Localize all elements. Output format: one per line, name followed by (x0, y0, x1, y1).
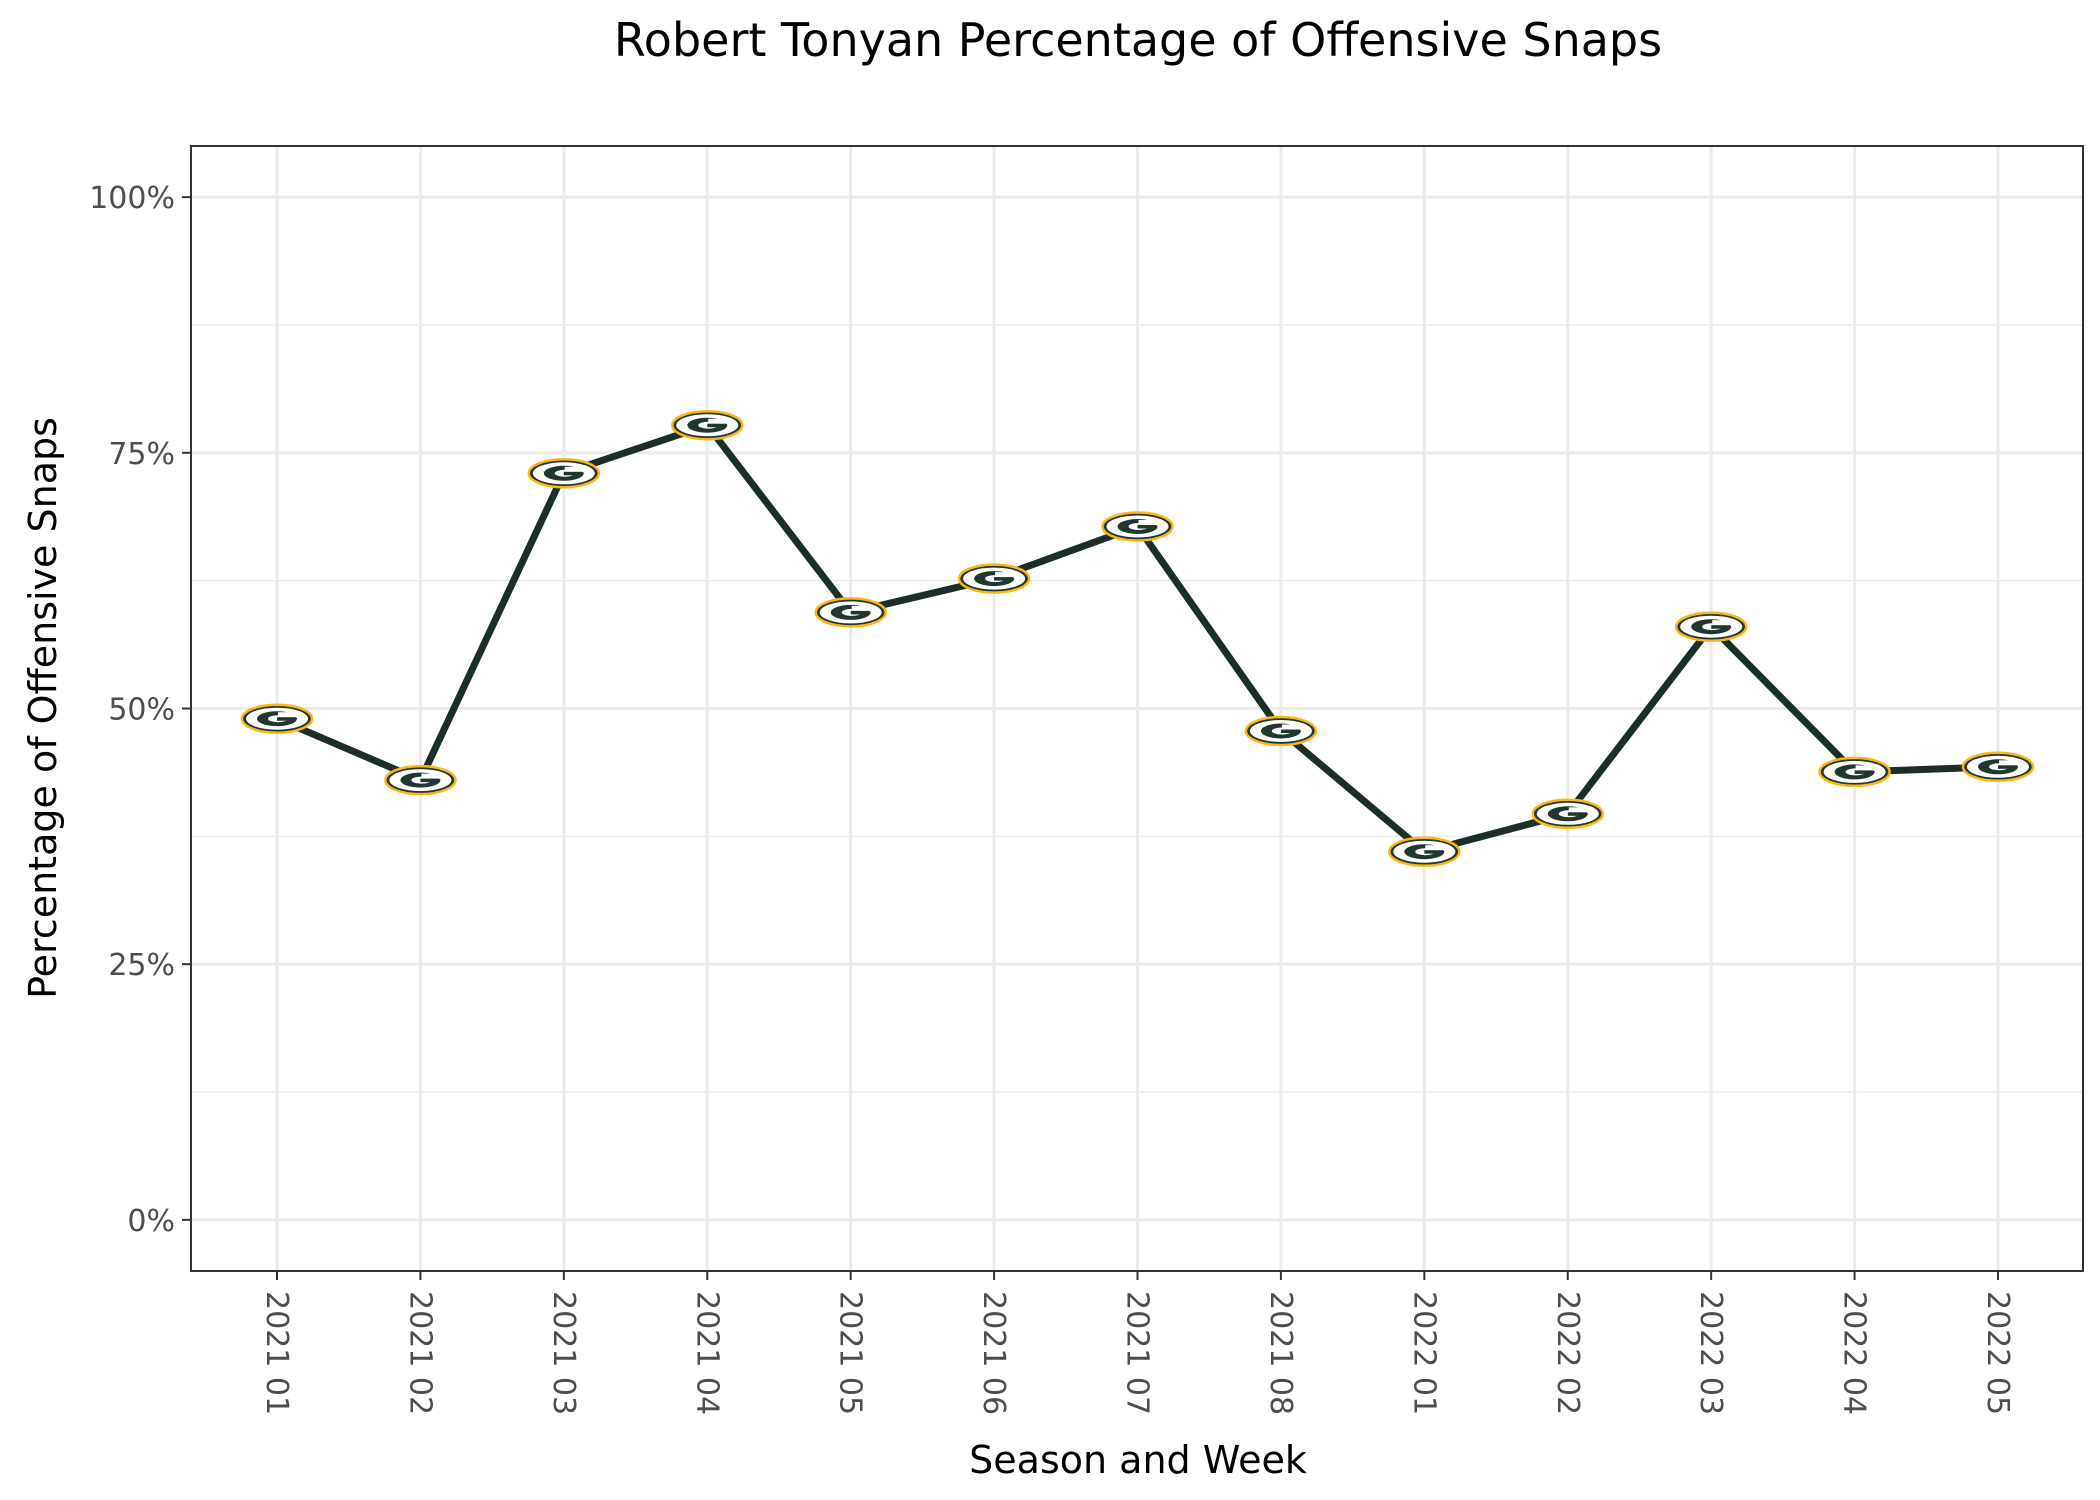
x-axis-title: Season and Week (969, 1438, 1307, 1482)
x-tick-label: 2021 03 (546, 1291, 581, 1415)
x-tick-label: 2021 08 (1263, 1291, 1298, 1415)
x-tick-label: 2021 01 (259, 1291, 294, 1415)
team-logo-icon (1818, 756, 1891, 788)
x-axis: 2021 01 2021 02 2021 03 2021 04 2021 05 2021 … (259, 1271, 2015, 1415)
x-tick-label: 2022 03 (1693, 1291, 1728, 1415)
y-tick-label: 75% (108, 437, 175, 472)
team-logo-icon (1388, 836, 1461, 867)
team-logo-icon (1961, 751, 2035, 783)
team-logo-icon (671, 409, 744, 441)
x-tick-label: 2021 04 (689, 1291, 724, 1415)
y-tick-label: 50% (108, 693, 175, 728)
team-logo-icon (240, 703, 314, 734)
y-tick-label: 25% (108, 948, 175, 983)
x-tick-label: 2021 02 (402, 1291, 437, 1415)
y-tick-label: 100% (89, 181, 175, 216)
y-axis: 0% 25% 50% 75% 100% (89, 181, 191, 1239)
major-gridlines (191, 146, 2083, 1271)
team-logo-icon (1531, 798, 1605, 830)
x-tick-label: 2022 02 (1550, 1291, 1585, 1415)
x-tick-label: 2021 06 (976, 1291, 1011, 1415)
x-tick-label: 2022 04 (1837, 1291, 1872, 1415)
team-logo-icon (1674, 611, 1748, 642)
team-logo-icon (527, 458, 601, 489)
y-axis-title: Percentage of Offensive Snaps (21, 417, 65, 999)
team-logo-icon (957, 563, 1031, 594)
x-tick-label: 2021 05 (833, 1291, 868, 1415)
chart-title: Robert Tonyan Percentage of Offensive Sn… (614, 13, 1662, 67)
team-logo-icon (1101, 511, 1174, 542)
x-tick-label: 2022 01 (1406, 1291, 1441, 1415)
data-markers (240, 409, 2035, 867)
x-tick-label: 2021 07 (1120, 1291, 1155, 1415)
x-tick-label: 2022 05 (1980, 1291, 2015, 1415)
y-tick-label: 0% (127, 1204, 175, 1239)
team-logo-icon (384, 764, 457, 796)
team-logo-icon (1244, 715, 1318, 747)
team-logo-icon (814, 597, 887, 628)
